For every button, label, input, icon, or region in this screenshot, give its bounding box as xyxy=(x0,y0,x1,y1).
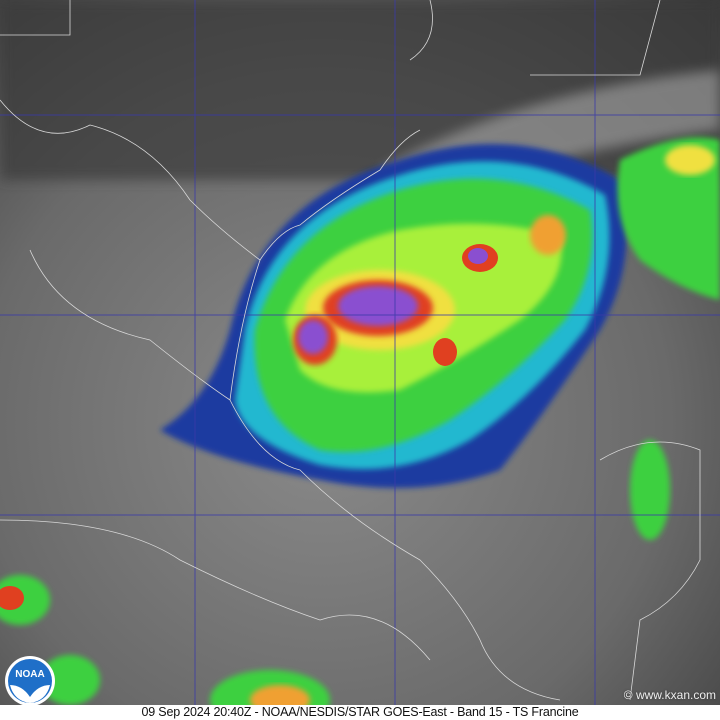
svg-text:NOAA: NOAA xyxy=(15,669,44,680)
credit-watermark: © www.kxan.com xyxy=(623,688,716,702)
lat-lon-grid xyxy=(0,0,720,705)
satellite-image xyxy=(0,0,720,705)
noaa-logo: NOAA xyxy=(5,656,55,706)
coastlines-borders xyxy=(0,0,701,701)
storm-clouds xyxy=(0,137,720,705)
image-caption: 09 Sep 2024 20:40Z - NOAA/NESDIS/STAR GO… xyxy=(0,705,720,720)
